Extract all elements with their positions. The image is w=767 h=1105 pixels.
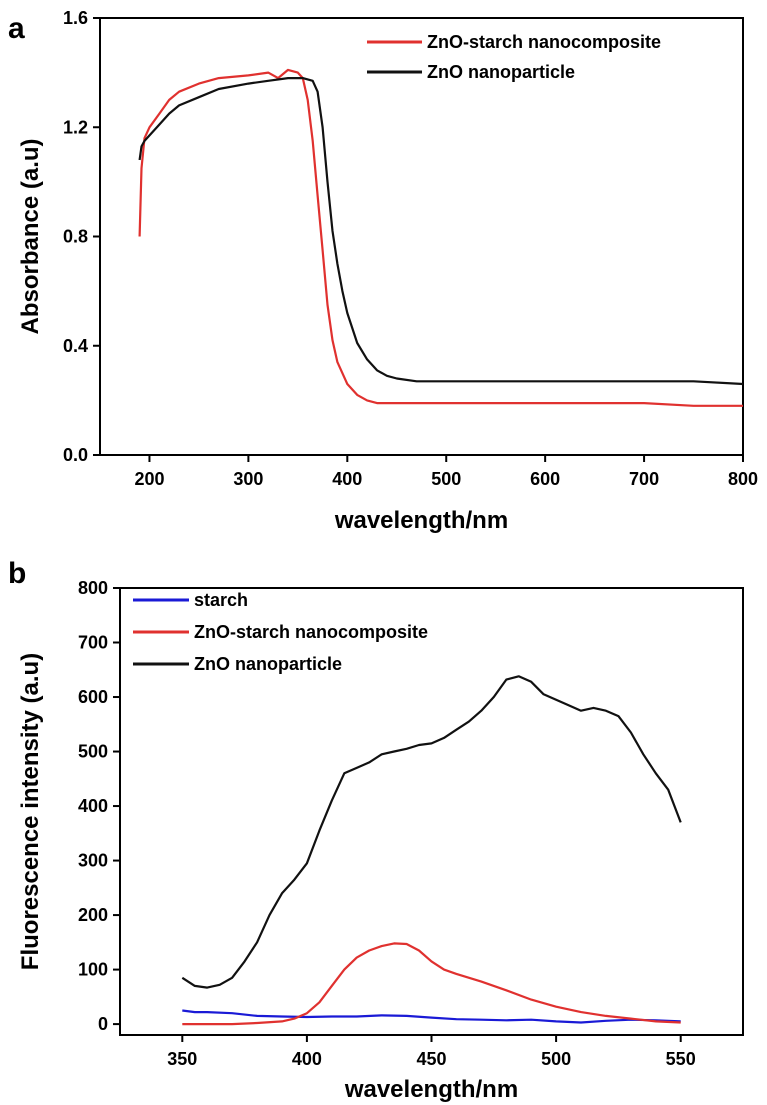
y-tick-label: 700 [78, 633, 108, 653]
x-axis-title: wavelength/nm [344, 1076, 518, 1103]
panel-letter: a [8, 12, 25, 45]
y-tick-label: 200 [78, 905, 108, 925]
y-tick-label: 400 [78, 796, 108, 816]
x-tick-label: 600 [530, 469, 560, 489]
legend-label: ZnO nanoparticle [427, 62, 575, 82]
y-axis-title: Fluorescence intensity (a.u) [17, 653, 44, 970]
x-tick-label: 350 [167, 1049, 197, 1069]
series-line-starch [182, 1009, 681, 1024]
x-tick-label: 200 [134, 469, 164, 489]
legend-label: starch [194, 590, 248, 610]
x-tick-label: 450 [416, 1049, 446, 1069]
x-tick-label: 550 [666, 1049, 696, 1069]
y-tick-label: 100 [78, 960, 108, 980]
series-line-zno-starch-nanocomposite [182, 942, 681, 1026]
x-tick-label: 700 [629, 469, 659, 489]
x-tick-label: 500 [431, 469, 461, 489]
x-tick-label: 400 [332, 469, 362, 489]
legend-label: ZnO nanoparticle [194, 654, 342, 674]
series-line-zno-nanoparticle [181, 675, 682, 989]
x-tick-label: 400 [292, 1049, 322, 1069]
y-tick-label: 600 [78, 687, 108, 707]
x-tick-label: 300 [233, 469, 263, 489]
y-tick-label: 0.4 [63, 336, 88, 356]
series-line-zno-starch-nanocomposite [138, 68, 743, 407]
y-tick-label: 800 [78, 578, 108, 598]
y-tick-label: 1.2 [63, 117, 88, 137]
y-tick-label: 500 [78, 742, 108, 762]
y-tick-label: 0.8 [63, 227, 88, 247]
legend-label: ZnO-starch nanocomposite [427, 32, 661, 52]
x-axis-title: wavelength/nm [334, 507, 508, 534]
y-tick-label: 300 [78, 851, 108, 871]
x-tick-label: 800 [728, 469, 758, 489]
y-tick-label: 0.0 [63, 445, 88, 465]
series-line-zno-nanoparticle [138, 76, 743, 386]
y-tick-label: 0 [98, 1014, 108, 1034]
panel-letter: b [8, 557, 26, 590]
legend-label: ZnO-starch nanocomposite [194, 622, 428, 642]
panel-a: a 200 300 400 500 600 700 800 0.0 0.4 0.8 1.2 1.6 wav… [8, 8, 758, 534]
panel-b: b 350 400 450 500 550 0 100 200 300 400 500 600 700 80… [8, 557, 744, 1103]
y-tick-label: 1.6 [63, 8, 88, 28]
y-axis-title: Absorbance (a.u) [17, 138, 44, 334]
x-tick-label: 500 [541, 1049, 571, 1069]
